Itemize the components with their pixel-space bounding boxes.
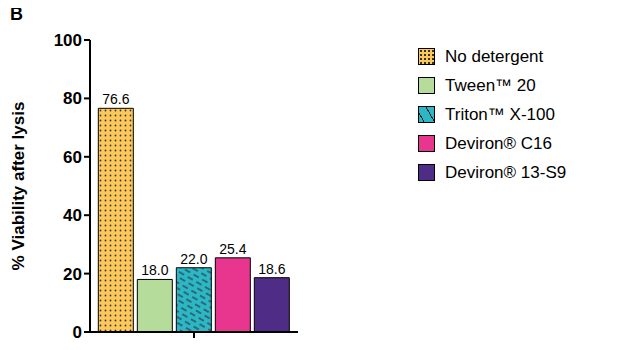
html-text:No detergent: No detergent — [445, 46, 544, 66]
svg-text:0: 0 — [73, 323, 82, 342]
html-text:Triton™ X-100: Triton™ X-100 — [445, 104, 555, 124]
svg-text:25.4: 25.4 — [219, 241, 246, 257]
svg-text:76.6: 76.6 — [102, 91, 129, 107]
svg-text:40: 40 — [63, 206, 82, 225]
html-text:Deviron® 13-S9: Deviron® 13-S9 — [445, 162, 567, 182]
svg-text:% Viability after lysis: % Viability after lysis — [9, 102, 28, 271]
svg-text:100: 100 — [54, 31, 82, 50]
html-text:Deviron® C16: Deviron® C16 — [445, 133, 552, 153]
svg-text:80: 80 — [63, 89, 82, 108]
svg-text:22.0: 22.0 — [180, 251, 207, 267]
html-text:B: B — [10, 4, 23, 24]
svg-text:60: 60 — [63, 148, 82, 167]
svg-text:18.0: 18.0 — [141, 262, 168, 278]
html-text:Tween™ 20: Tween™ 20 — [445, 75, 536, 95]
svg-text:18.6: 18.6 — [258, 261, 285, 277]
svg-text:20: 20 — [63, 265, 82, 284]
